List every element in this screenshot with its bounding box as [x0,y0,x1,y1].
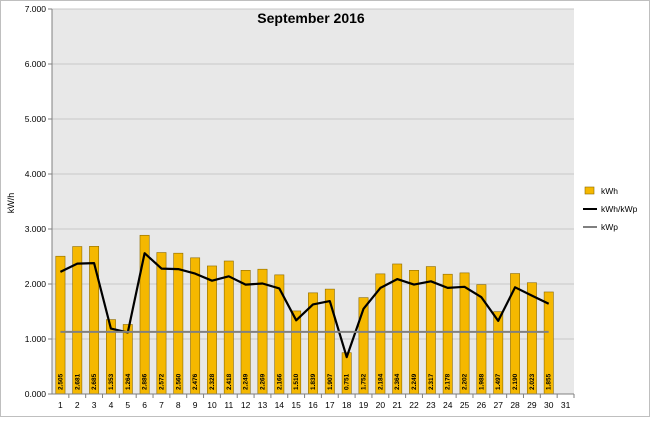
axes: 0.000 1.000 2.000 3.000 4.000 5.000 6.000 7.000… [25,4,575,410]
bar [89,246,100,395]
bar-data-label: 1.855 [546,373,553,390]
x-tick-label: 9 [193,400,198,410]
bar-data-label: 2.572 [158,373,165,390]
bar [139,234,150,395]
x-tick-label: 5 [125,400,130,410]
bar-data-label: 2.166 [276,373,283,390]
bar-data-label: 1.752 [361,373,368,390]
chart-title: September 2016 [257,10,365,26]
bar-data-label: 2.269 [259,373,266,390]
x-tick-label: 30 [544,400,554,410]
x-tick-label: 7 [159,400,164,410]
bar-data-label: 2.505 [57,373,64,390]
bar-data-label: 2.023 [529,373,536,390]
bar-data-label: 2.328 [209,373,216,390]
bar-data-label: 1.839 [310,373,317,390]
bar-data-label: 2.249 [411,373,418,390]
data-labels: 2.505 2.681 2.685 1.353 1.264 2.886 2.572 2.560… [57,373,552,390]
bar-data-label: 2.317 [428,373,435,390]
x-tick-label: 6 [142,400,147,410]
x-tick-label: 25 [460,400,470,410]
x-tick-label: 19 [359,400,369,410]
x-tick-label: 26 [477,400,487,410]
bar-data-label: 1.510 [293,373,300,390]
x-tick-label: 14 [275,400,285,410]
bar [173,252,184,395]
bar-data-label: 1.907 [327,373,334,390]
bar-data-label: 2.190 [512,373,519,390]
x-tick-label: 24 [443,400,453,410]
y-tick-label: 4.000 [25,169,47,179]
y-axis-title: kW/h [6,193,16,214]
x-tick-label: 16 [308,400,318,410]
bar-data-label: 2.418 [226,373,233,390]
bar-data-label: 2.560 [175,373,182,390]
bar-data-label: 2.364 [394,373,401,390]
bar [55,255,66,395]
bar-data-label: 0.751 [344,373,351,390]
bar-data-label: 2.202 [462,373,469,390]
x-tick-label: 3 [92,400,97,410]
x-tick-label: 28 [510,400,520,410]
bar-data-label: 2.476 [192,373,199,390]
bar [72,246,83,395]
x-tick-label: 17 [325,400,335,410]
legend: kWh kWh/kWp kWp [583,186,638,232]
bar-data-label: 1.988 [478,373,485,390]
x-tick-label: 8 [176,400,181,410]
x-tick-label: 2 [75,400,80,410]
kwh-per-kwp-line [59,252,550,359]
x-tick-label: 13 [258,400,268,410]
bar-data-label: 2.685 [91,373,98,390]
legend-swatch-bar [584,186,595,195]
line-series [59,252,550,359]
x-tick-label: 22 [409,400,419,410]
x-tick-label: 1 [58,400,63,410]
gridlines [52,8,574,395]
x-tick-label: 23 [426,400,436,410]
legend-label: kWh [601,186,618,196]
x-tick-label: 15 [291,400,301,410]
y-tick-label: 0.000 [25,389,47,399]
bar-data-label: 1.497 [495,373,502,390]
x-tick-label: 21 [392,400,402,410]
bar [156,252,167,395]
bar-data-label: 1.264 [125,373,132,390]
y-tick-label: 3.000 [25,224,47,234]
bar-data-label: 1.353 [108,373,115,390]
x-tick-label: 20 [376,400,386,410]
bar [190,257,201,395]
bar-data-label: 2.886 [142,373,149,390]
x-tick-label: 12 [241,400,251,410]
bar-data-label: 2.184 [377,373,384,390]
x-tick-label: 29 [527,400,537,410]
y-tick-label: 2.000 [25,279,47,289]
y-tick-label: 5.000 [25,114,47,124]
x-tick-label: 10 [207,400,217,410]
bar-data-label: 2.681 [74,373,81,390]
y-tick-label: 1.000 [25,334,47,344]
x-tick-label: 4 [109,400,114,410]
x-tick-label: 31 [561,400,571,410]
x-tick-label: 11 [224,400,233,410]
legend-label: kWh/kWp [601,204,638,214]
x-tick-label: 18 [342,400,352,410]
y-tick-label: 6.000 [25,59,47,69]
y-tick-label: 7.000 [25,4,47,14]
bar-data-label: 2.178 [445,373,452,390]
x-tick-label: 27 [493,400,503,410]
bar-data-label: 2.249 [243,373,250,390]
legend-label: kWp [601,222,618,232]
